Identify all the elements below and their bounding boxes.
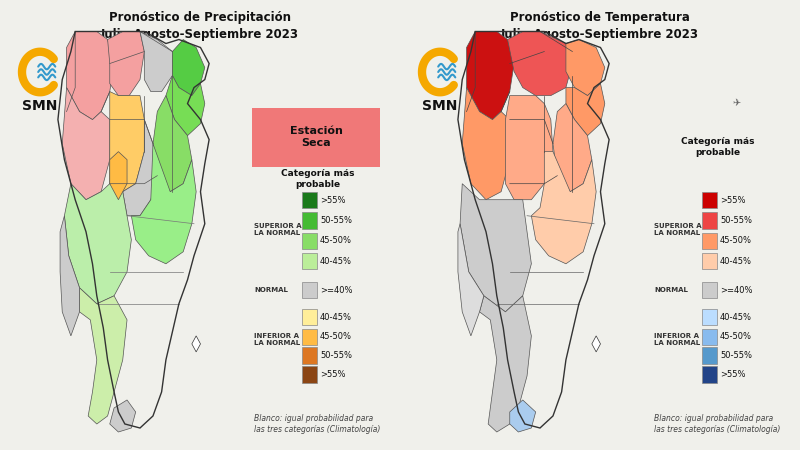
Text: Pronóstico de Precipitación
Julio-Agosto-Septiembre 2023: Pronóstico de Precipitación Julio-Agosto…: [101, 11, 299, 41]
Text: INFERIOR A
LA NORMAL: INFERIOR A LA NORMAL: [254, 333, 300, 346]
Bar: [302, 192, 317, 208]
Polygon shape: [79, 288, 127, 424]
Polygon shape: [510, 400, 536, 432]
Polygon shape: [166, 76, 205, 135]
Bar: [702, 366, 718, 382]
Bar: [702, 253, 718, 269]
Polygon shape: [140, 32, 173, 92]
Polygon shape: [110, 92, 144, 192]
Text: 50-55%: 50-55%: [720, 216, 752, 225]
Polygon shape: [531, 152, 596, 264]
Polygon shape: [66, 32, 114, 120]
Bar: [702, 309, 718, 325]
Bar: [302, 212, 317, 229]
Polygon shape: [462, 88, 510, 200]
Text: 40-45%: 40-45%: [320, 313, 352, 322]
Polygon shape: [173, 40, 205, 95]
Text: NORMAL: NORMAL: [654, 287, 688, 293]
Polygon shape: [566, 84, 605, 135]
Text: SMN: SMN: [422, 99, 458, 113]
Text: >=40%: >=40%: [720, 286, 753, 295]
Bar: [302, 366, 317, 382]
Bar: [702, 233, 718, 249]
Text: Estación
Seca: Estación Seca: [290, 126, 342, 148]
Text: SUPERIOR A
LA NORMAL: SUPERIOR A LA NORMAL: [654, 223, 702, 236]
Polygon shape: [153, 95, 192, 192]
Text: 40-45%: 40-45%: [320, 256, 352, 266]
Text: 50-55%: 50-55%: [720, 351, 752, 360]
Polygon shape: [122, 120, 158, 216]
Polygon shape: [566, 40, 605, 95]
Text: SMN: SMN: [22, 99, 58, 113]
Bar: [302, 347, 317, 364]
Polygon shape: [458, 224, 484, 336]
Polygon shape: [60, 216, 79, 336]
Polygon shape: [131, 144, 196, 264]
Polygon shape: [592, 336, 601, 352]
Text: Blanco: igual probabilidad para
las tres categorías (Climatología): Blanco: igual probabilidad para las tres…: [254, 414, 380, 434]
Bar: [302, 309, 317, 325]
Text: Pronóstico de Temperatura
Julio-Agosto-Septiembre 2023: Pronóstico de Temperatura Julio-Agosto-S…: [501, 11, 699, 41]
Text: >=40%: >=40%: [320, 286, 353, 295]
Polygon shape: [508, 32, 573, 95]
Polygon shape: [107, 32, 144, 95]
Text: 45-50%: 45-50%: [720, 332, 752, 341]
Text: INFERIOR A
LA NORMAL: INFERIOR A LA NORMAL: [654, 333, 700, 346]
FancyBboxPatch shape: [252, 108, 380, 166]
Polygon shape: [479, 296, 531, 432]
Bar: [702, 347, 718, 364]
Bar: [702, 328, 718, 345]
Text: >55%: >55%: [320, 370, 346, 379]
Polygon shape: [192, 336, 201, 352]
Text: ✈: ✈: [732, 99, 740, 108]
Polygon shape: [62, 88, 110, 200]
Text: >55%: >55%: [720, 370, 746, 379]
Polygon shape: [64, 184, 131, 304]
Bar: [302, 328, 317, 345]
Text: 50-55%: 50-55%: [320, 351, 352, 360]
Bar: [702, 212, 718, 229]
Text: Categoría más
probable: Categoría más probable: [682, 137, 754, 158]
Polygon shape: [110, 152, 127, 200]
Text: Categoría más
probable: Categoría más probable: [282, 169, 354, 189]
Text: Blanco: igual probabilidad para
las tres categorías (Climatología): Blanco: igual probabilidad para las tres…: [654, 414, 780, 434]
Text: 45-50%: 45-50%: [720, 236, 752, 245]
Text: >55%: >55%: [320, 196, 346, 205]
Text: >55%: >55%: [720, 196, 746, 205]
Polygon shape: [466, 32, 514, 120]
Text: 50-55%: 50-55%: [320, 216, 352, 225]
Text: NORMAL: NORMAL: [254, 287, 288, 293]
Text: SUPERIOR A
LA NORMAL: SUPERIOR A LA NORMAL: [254, 223, 302, 236]
Polygon shape: [460, 184, 531, 312]
Polygon shape: [110, 400, 136, 432]
Bar: [702, 192, 718, 208]
Polygon shape: [553, 104, 592, 192]
Bar: [302, 253, 317, 269]
Bar: [702, 282, 718, 298]
Text: 40-45%: 40-45%: [720, 256, 752, 266]
Bar: [302, 233, 317, 249]
Polygon shape: [506, 95, 553, 200]
Bar: [302, 282, 317, 298]
Text: 45-50%: 45-50%: [320, 236, 352, 245]
Text: 45-50%: 45-50%: [320, 332, 352, 341]
Text: 40-45%: 40-45%: [720, 313, 752, 322]
